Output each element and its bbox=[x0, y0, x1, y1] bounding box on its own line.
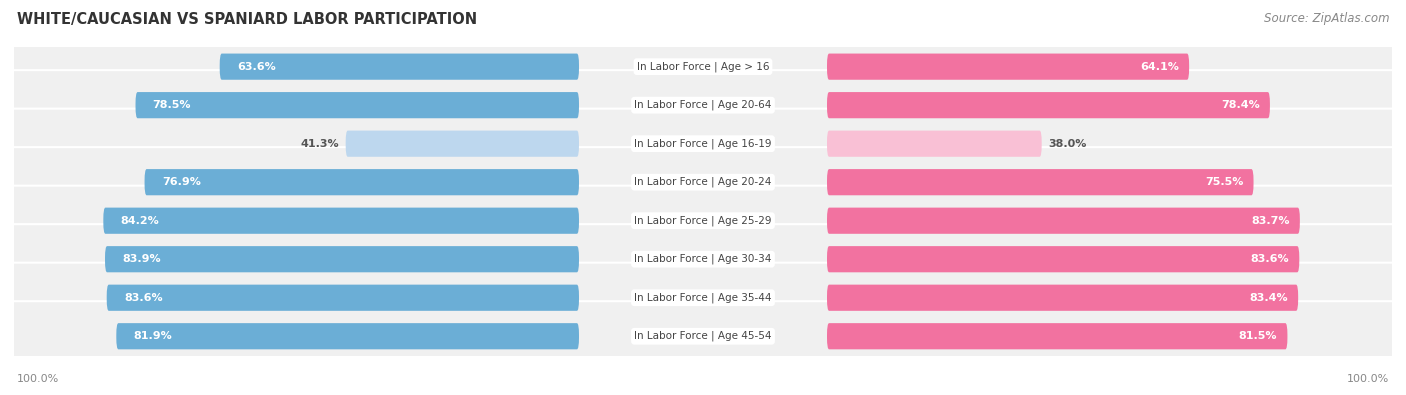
FancyBboxPatch shape bbox=[11, 32, 1395, 102]
Text: 78.5%: 78.5% bbox=[153, 100, 191, 110]
Text: 78.4%: 78.4% bbox=[1220, 100, 1260, 110]
FancyBboxPatch shape bbox=[827, 208, 1301, 234]
FancyBboxPatch shape bbox=[135, 92, 579, 118]
Text: 100.0%: 100.0% bbox=[1347, 374, 1389, 384]
FancyBboxPatch shape bbox=[11, 301, 1395, 371]
FancyBboxPatch shape bbox=[145, 169, 579, 195]
Text: 63.6%: 63.6% bbox=[238, 62, 276, 71]
Text: 83.9%: 83.9% bbox=[122, 254, 160, 264]
Text: WHITE/CAUCASIAN VS SPANIARD LABOR PARTICIPATION: WHITE/CAUCASIAN VS SPANIARD LABOR PARTIC… bbox=[17, 12, 477, 27]
Text: In Labor Force | Age 20-64: In Labor Force | Age 20-64 bbox=[634, 100, 772, 111]
Text: 41.3%: 41.3% bbox=[299, 139, 339, 149]
FancyBboxPatch shape bbox=[827, 285, 1298, 311]
FancyBboxPatch shape bbox=[107, 285, 579, 311]
FancyBboxPatch shape bbox=[11, 147, 1395, 217]
FancyBboxPatch shape bbox=[103, 208, 579, 234]
Text: 84.2%: 84.2% bbox=[121, 216, 159, 226]
FancyBboxPatch shape bbox=[219, 54, 579, 80]
FancyBboxPatch shape bbox=[827, 92, 1270, 118]
Text: In Labor Force | Age 45-54: In Labor Force | Age 45-54 bbox=[634, 331, 772, 342]
Text: 76.9%: 76.9% bbox=[162, 177, 201, 187]
Text: In Labor Force | Age 35-44: In Labor Force | Age 35-44 bbox=[634, 292, 772, 303]
FancyBboxPatch shape bbox=[105, 246, 579, 272]
Text: In Labor Force | Age 30-34: In Labor Force | Age 30-34 bbox=[634, 254, 772, 265]
FancyBboxPatch shape bbox=[11, 70, 1395, 140]
FancyBboxPatch shape bbox=[11, 186, 1395, 256]
Text: 38.0%: 38.0% bbox=[1049, 139, 1087, 149]
FancyBboxPatch shape bbox=[11, 224, 1395, 294]
Text: 83.7%: 83.7% bbox=[1251, 216, 1289, 226]
FancyBboxPatch shape bbox=[827, 323, 1288, 349]
Text: Source: ZipAtlas.com: Source: ZipAtlas.com bbox=[1264, 12, 1389, 25]
Text: In Labor Force | Age > 16: In Labor Force | Age > 16 bbox=[637, 61, 769, 72]
Legend: White/Caucasian, Spaniard: White/Caucasian, Spaniard bbox=[586, 394, 820, 395]
Text: 83.6%: 83.6% bbox=[124, 293, 163, 303]
Text: In Labor Force | Age 20-24: In Labor Force | Age 20-24 bbox=[634, 177, 772, 188]
FancyBboxPatch shape bbox=[827, 246, 1299, 272]
Text: 81.5%: 81.5% bbox=[1239, 331, 1277, 341]
Text: 83.4%: 83.4% bbox=[1249, 293, 1288, 303]
FancyBboxPatch shape bbox=[11, 263, 1395, 333]
Text: 100.0%: 100.0% bbox=[17, 374, 59, 384]
Text: 81.9%: 81.9% bbox=[134, 331, 173, 341]
FancyBboxPatch shape bbox=[117, 323, 579, 349]
FancyBboxPatch shape bbox=[11, 109, 1395, 179]
FancyBboxPatch shape bbox=[827, 54, 1189, 80]
Text: 64.1%: 64.1% bbox=[1140, 62, 1178, 71]
Text: 83.6%: 83.6% bbox=[1250, 254, 1289, 264]
FancyBboxPatch shape bbox=[827, 169, 1254, 195]
FancyBboxPatch shape bbox=[827, 131, 1042, 157]
Text: In Labor Force | Age 25-29: In Labor Force | Age 25-29 bbox=[634, 215, 772, 226]
FancyBboxPatch shape bbox=[346, 131, 579, 157]
Text: In Labor Force | Age 16-19: In Labor Force | Age 16-19 bbox=[634, 138, 772, 149]
Text: 75.5%: 75.5% bbox=[1205, 177, 1243, 187]
